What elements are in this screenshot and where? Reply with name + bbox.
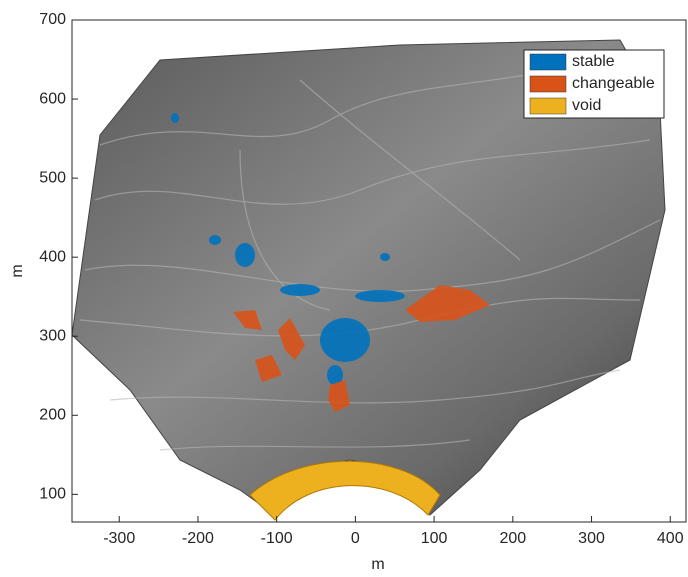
x-axis-label: m <box>371 556 384 573</box>
legend-swatch <box>530 98 566 114</box>
legend-swatch <box>530 54 566 70</box>
figure: m m stable changeable void -300 -200 -100 0 10… <box>0 0 688 577</box>
y-tick-label: 600 <box>39 90 66 107</box>
y-tick-label: 400 <box>39 248 66 265</box>
y-tick-label: 500 <box>39 169 66 186</box>
legend-label: void <box>572 97 601 114</box>
x-tick-label: 100 <box>421 530 448 547</box>
x-tick-label: 400 <box>657 530 684 547</box>
y-tick-label: 100 <box>39 486 66 503</box>
x-tick-label: 200 <box>499 530 526 547</box>
x-tick-label: 0 <box>351 530 360 547</box>
x-tick-label: -200 <box>182 530 214 547</box>
y-axis-label: m <box>9 264 26 277</box>
legend-label: changeable <box>572 75 655 92</box>
x-tick-label: -300 <box>103 530 135 547</box>
y-tick-label: 700 <box>39 11 66 28</box>
x-tick-label: -100 <box>261 530 293 547</box>
x-tick-label: 300 <box>578 530 605 547</box>
y-tick-label: 300 <box>39 327 66 344</box>
y-tick-label: 200 <box>39 406 66 423</box>
legend-label: stable <box>572 53 615 70</box>
legend-swatch <box>530 76 566 92</box>
legend: stable changeable void <box>524 50 664 118</box>
